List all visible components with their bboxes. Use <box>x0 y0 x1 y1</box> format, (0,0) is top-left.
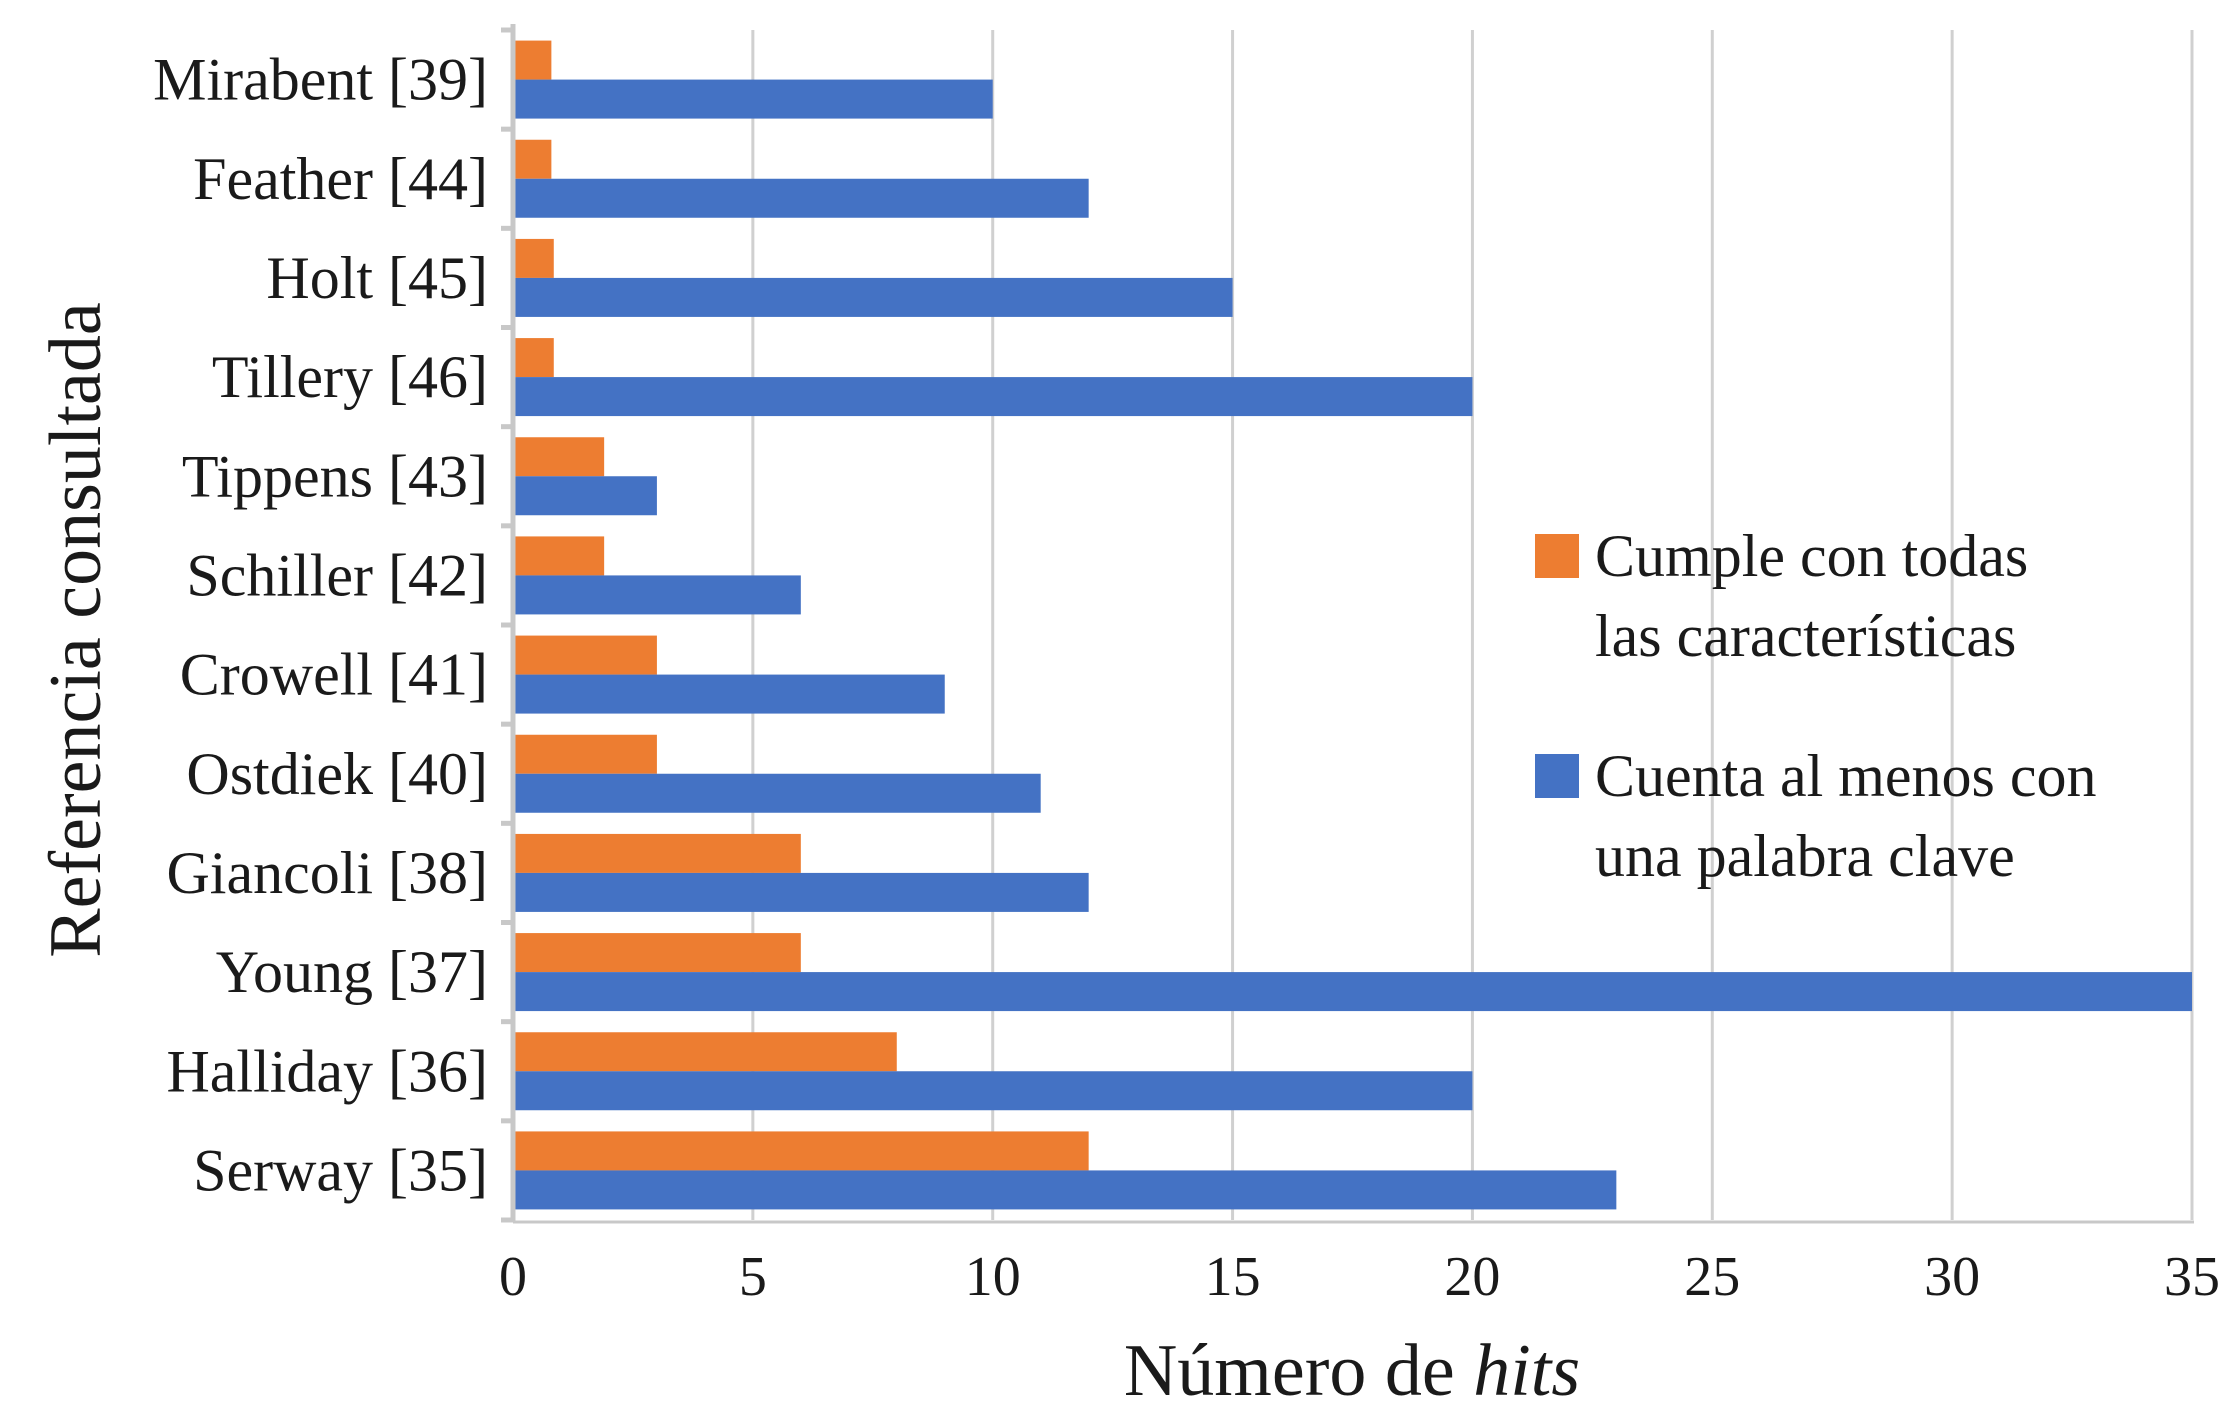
category-label: Tillery [46] <box>212 344 488 410</box>
axes <box>501 24 2194 1224</box>
category-label: Feather [44] <box>193 146 488 212</box>
bar-cuenta <box>513 872 1089 912</box>
bar-cumple <box>513 40 552 80</box>
bar-cuenta <box>513 972 2192 1012</box>
legend-label: las características <box>1595 603 2016 669</box>
bar-cumple <box>513 1131 1089 1171</box>
bar-cuenta <box>513 178 1089 218</box>
legend-swatch <box>1535 534 1579 578</box>
category-label: Holt [45] <box>266 245 488 311</box>
bar-cuenta <box>513 674 945 714</box>
bar-cumple <box>513 437 605 477</box>
category-label: Ostdiek [40] <box>186 741 488 807</box>
legend-item-cumple: Cumple con todas las características <box>1535 523 2028 669</box>
y-axis-title: Referencia consultada <box>35 302 117 957</box>
bar-cuenta <box>513 377 1473 417</box>
bar-cumple <box>513 833 801 873</box>
category-label: Young [37] <box>216 939 488 1005</box>
x-tick-label: 0 <box>499 1246 527 1308</box>
bar-cumple <box>513 536 605 576</box>
category-label: Mirabent [39] <box>153 47 488 113</box>
bar-cumple <box>513 139 552 179</box>
legend-label: Cumple con todas <box>1595 523 2028 589</box>
bar-cuenta <box>513 476 657 516</box>
x-tick-label: 20 <box>1444 1246 1500 1308</box>
x-tick-label: 10 <box>965 1246 1021 1308</box>
bar-cuenta <box>513 79 993 119</box>
gridlines <box>751 30 2194 1220</box>
category-label: Serway [35] <box>193 1137 488 1203</box>
bar-cuenta <box>513 1071 1473 1111</box>
x-axis-title: Número de hits <box>1124 1330 1580 1410</box>
x-tick-label: 25 <box>1684 1246 1740 1308</box>
legend: Cumple con todas las características Cuent… <box>1535 523 2097 889</box>
bar-cumple <box>513 338 554 378</box>
bar-cuenta <box>513 773 1041 813</box>
bars <box>513 40 2192 1210</box>
bar-cuenta <box>513 277 1233 317</box>
legend-label: una palabra clave <box>1595 823 2015 889</box>
legend-swatch <box>1535 754 1579 798</box>
bar-cumple <box>513 1032 897 1072</box>
x-tick-label: 5 <box>739 1246 767 1308</box>
category-labels: Mirabent [39] Feather [44] Holt [45] Tiller… <box>153 47 488 1204</box>
x-tick-label: 35 <box>2164 1246 2220 1308</box>
category-label: Tippens [43] <box>182 443 488 509</box>
category-label: Giancoli [38] <box>166 840 488 906</box>
category-label: Halliday [36] <box>166 1038 488 1104</box>
bar-cumple <box>513 933 801 973</box>
bar-cuenta <box>513 1170 1617 1210</box>
x-tick-label: 30 <box>1924 1246 1980 1308</box>
bar-cumple <box>513 635 657 675</box>
category-label: Schiller [42] <box>186 542 488 608</box>
bar-cumple <box>513 734 657 774</box>
bar-cumple <box>513 238 554 278</box>
x-tick-label: 15 <box>1205 1246 1261 1308</box>
legend-item-cuenta: Cuenta al menos con una palabra clave <box>1535 743 2097 889</box>
bar-cuenta <box>513 575 801 615</box>
category-label: Crowell [41] <box>180 642 488 708</box>
legend-label: Cuenta al menos con <box>1595 743 2097 809</box>
x-tick-labels: 0 5 10 15 20 25 30 35 <box>499 1246 2220 1308</box>
